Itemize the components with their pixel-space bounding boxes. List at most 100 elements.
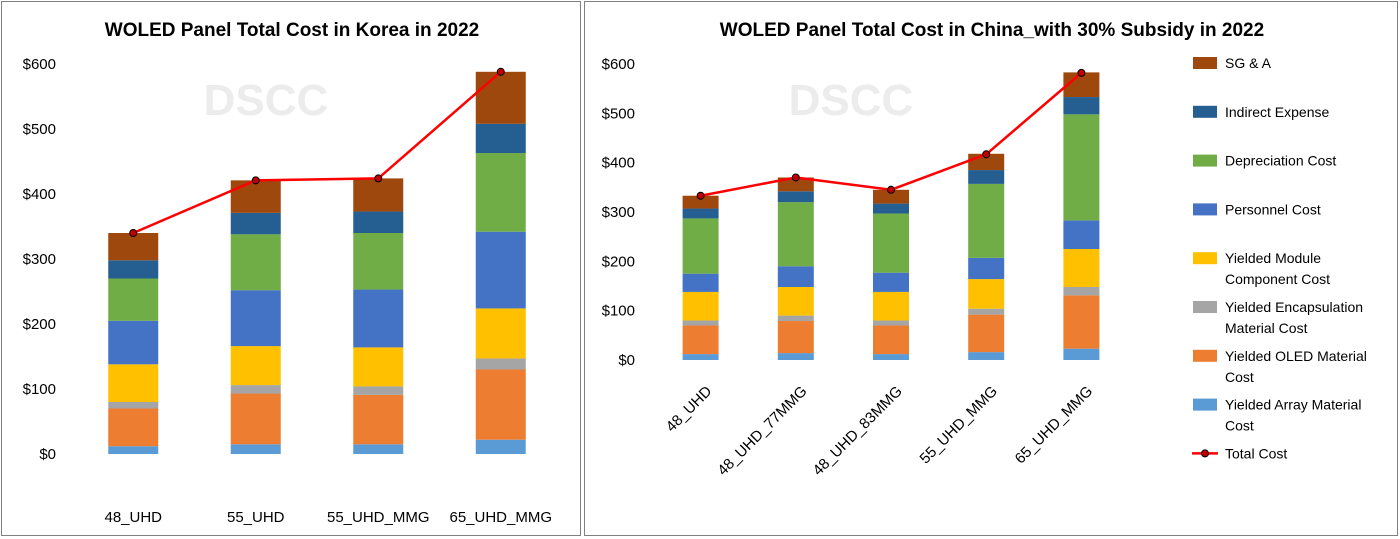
bar-segment — [108, 278, 159, 321]
bar-segment — [475, 231, 526, 309]
legend-swatch — [1193, 349, 1217, 362]
y-tick-label: $300 — [602, 204, 635, 221]
legend-item: Yielded Encapsulation Material Cost — [1193, 299, 1363, 336]
bar-segment — [230, 385, 281, 394]
bar-segment — [873, 325, 909, 355]
legend-item: Depreciation Cost — [1193, 153, 1336, 169]
total-cost-point — [887, 185, 895, 194]
bar-segment — [1063, 97, 1100, 115]
bar-segment — [682, 354, 719, 360]
bar-segment — [475, 439, 526, 454]
bar-segment — [777, 286, 814, 316]
legend-item: Total Cost — [1192, 445, 1287, 461]
legend-item: SG & A — [1193, 55, 1272, 71]
legend-marker — [1201, 449, 1209, 458]
legend-label: Yielded Encapsulation — [1225, 299, 1363, 315]
y-tick-label: $0 — [39, 446, 56, 463]
bar-segment — [968, 279, 1005, 309]
total-cost-point — [696, 191, 705, 200]
bar-segment — [353, 347, 404, 387]
bar-segment — [108, 408, 159, 447]
bar-segment — [108, 446, 159, 454]
y-tick-label: $400 — [602, 155, 635, 172]
total-cost-point — [374, 174, 383, 183]
legend-label: Material Cost — [1225, 320, 1308, 336]
legend-item: Personnel Cost — [1193, 201, 1321, 217]
x-category-label: 55_UHD_MMG — [327, 509, 430, 526]
x-category-label: 55_UHD — [227, 509, 285, 526]
bar-segment — [353, 394, 404, 445]
watermark-text: DSCC — [204, 76, 329, 125]
legend-item: Yielded Array Material Cost — [1193, 397, 1361, 434]
bar-segment — [353, 444, 404, 454]
legend-label: Component Cost — [1225, 271, 1330, 287]
bar-segment — [230, 234, 281, 291]
total-cost-point — [791, 173, 800, 182]
bar-segment — [475, 308, 526, 359]
bar-segment — [968, 257, 1005, 280]
bar-segment — [873, 272, 909, 292]
y-tick-label: $600 — [23, 56, 56, 73]
bar-segment — [777, 191, 814, 203]
bar-segment — [682, 218, 719, 274]
bar-segment — [230, 444, 281, 454]
legend-label: Total Cost — [1225, 445, 1287, 461]
legend-label: Indirect Expense — [1225, 104, 1329, 120]
bar-segment — [682, 195, 719, 209]
bar-segment — [682, 320, 719, 326]
y-tick-label: $500 — [23, 121, 56, 138]
bar-segment — [353, 289, 404, 348]
total-cost-point — [251, 176, 260, 185]
bar-segment — [682, 325, 719, 355]
bar-segment — [682, 208, 719, 219]
bar-segment — [1063, 348, 1100, 360]
y-tick-label: $200 — [23, 316, 56, 333]
bar-segment — [873, 213, 909, 273]
y-tick-label: $100 — [602, 303, 635, 320]
total-cost-line — [132, 70, 502, 235]
legend-item: Yielded OLED Material Cost — [1193, 348, 1367, 385]
bar-segment — [968, 308, 1005, 315]
bar-segment — [968, 170, 1005, 184]
bar-segment — [353, 386, 404, 395]
y-tick-label: $400 — [23, 186, 56, 203]
bar-segment — [475, 71, 526, 124]
chart-title: WOLED Panel Total Cost in China_with 30%… — [720, 20, 1264, 41]
bar-segment — [682, 273, 719, 292]
bar-segment — [873, 203, 909, 214]
x-category-label: 48_UHD_83MMG — [810, 383, 906, 479]
legend-swatch — [1193, 398, 1217, 411]
legend-swatch — [1193, 105, 1217, 118]
bar-segment — [230, 393, 281, 445]
bar-segment — [777, 315, 814, 322]
total-cost-point — [982, 150, 991, 159]
x-category-label: 65_UHD_MMG — [449, 509, 552, 526]
legend-label: Yielded Array Material — [1225, 397, 1361, 413]
bar-segment — [1063, 295, 1100, 349]
total-cost-point — [1077, 68, 1086, 77]
bar-segment — [873, 291, 909, 321]
legend-item: Indirect Expense — [1193, 104, 1329, 120]
bar-segment — [968, 183, 1005, 258]
legend-item: Yielded Module Component Cost — [1193, 250, 1330, 287]
legend-swatch — [1193, 301, 1217, 313]
bar-segment — [108, 260, 159, 279]
bar-segment — [1063, 114, 1100, 221]
bar-segment — [230, 212, 281, 235]
watermark-text: DSCC — [789, 76, 914, 125]
y-tick-label: $0 — [618, 352, 635, 369]
legend-label: SG & A — [1225, 55, 1272, 71]
x-category-label: 48_UHD — [104, 509, 162, 526]
left-chart-panel: WOLED Panel Total Cost in Korea in 2022 D… — [1, 1, 581, 536]
bar-segment — [873, 189, 909, 204]
bar-segment — [230, 290, 281, 347]
legend-swatch — [1193, 203, 1217, 216]
bar-segment — [968, 314, 1005, 353]
bar-segment — [230, 346, 281, 386]
bar-segment — [777, 202, 814, 267]
legend-swatch — [1193, 57, 1217, 69]
total-cost-point — [129, 229, 138, 237]
bar-segment — [353, 211, 404, 233]
bar-segment — [353, 178, 404, 212]
china-cost-chart: WOLED Panel Total Cost in China_with 30%… — [602, 20, 1367, 479]
